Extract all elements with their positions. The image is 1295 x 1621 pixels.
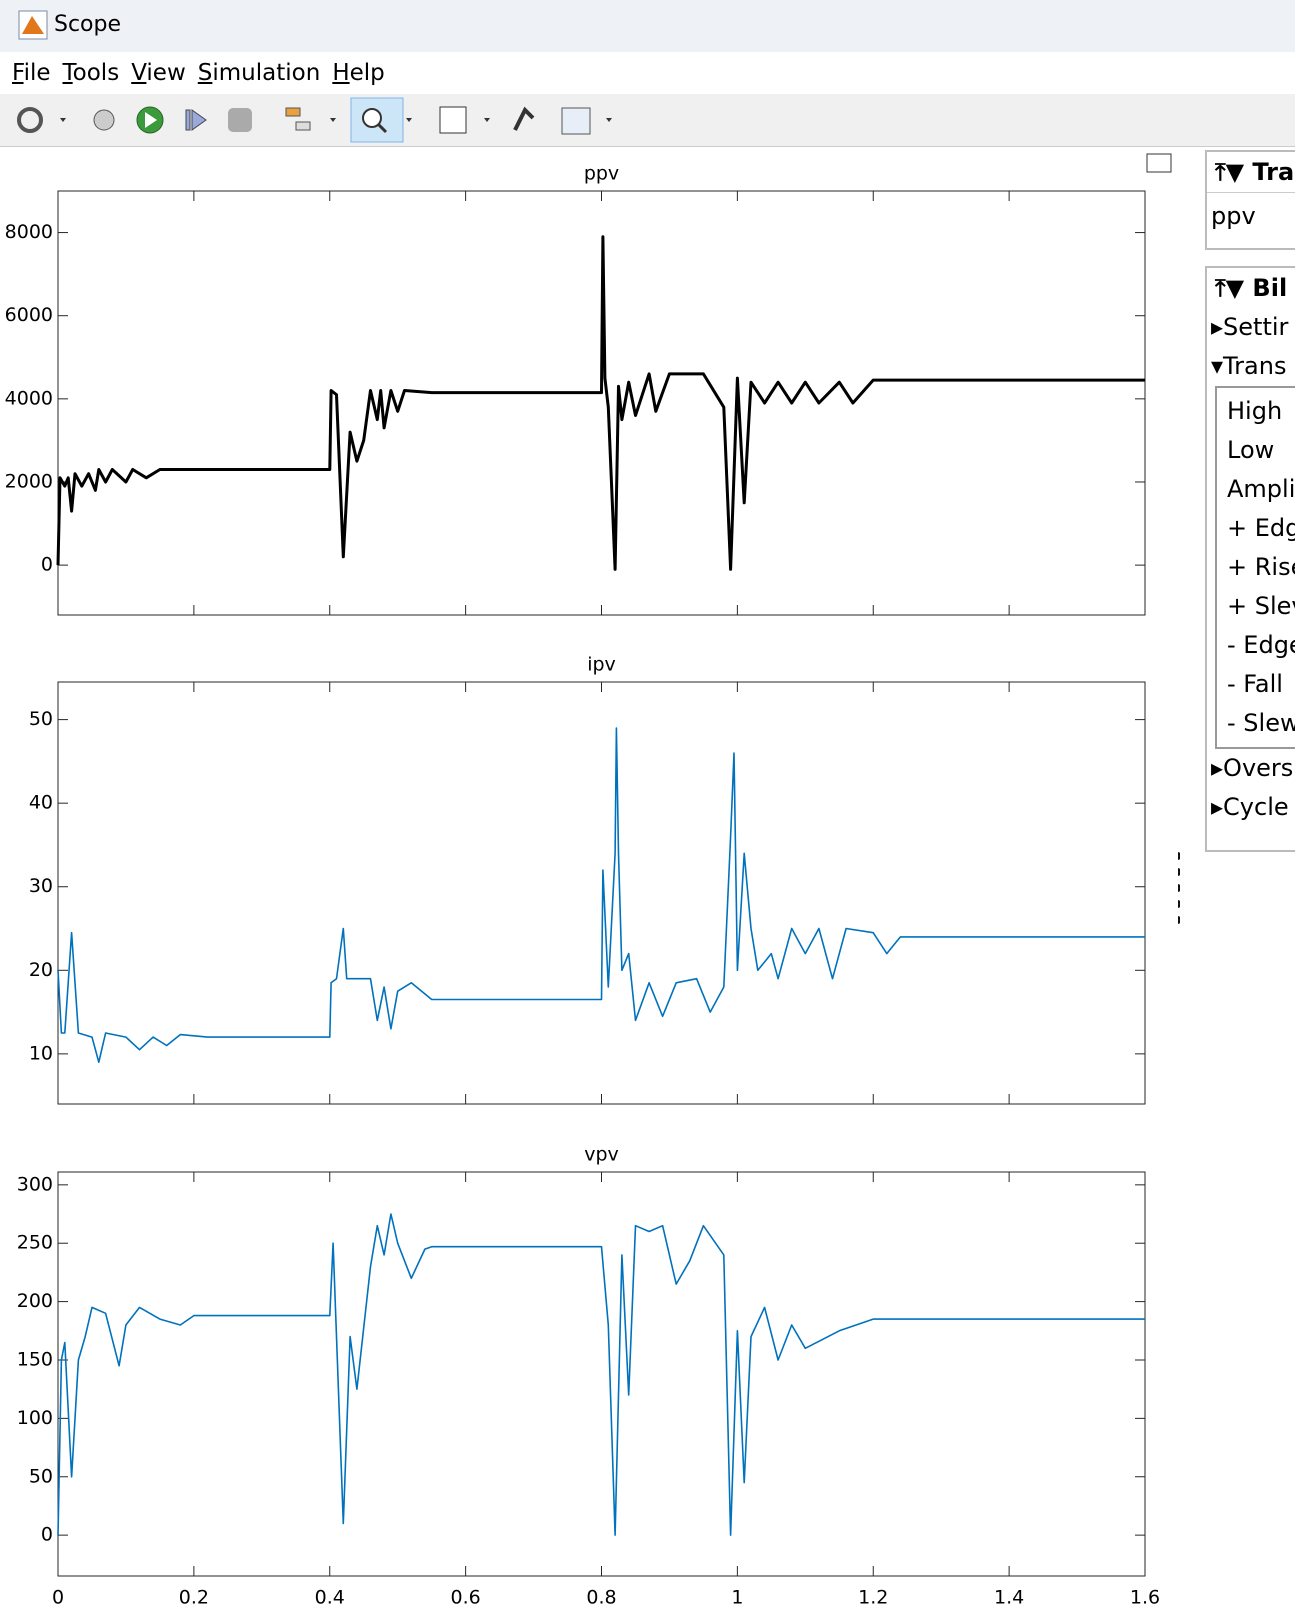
measurement-item[interactable]: Amplit	[1227, 475, 1295, 503]
measurement-item[interactable]: - Edge	[1227, 631, 1295, 659]
stop-button[interactable]	[228, 108, 252, 132]
undock-button[interactable]	[1146, 153, 1172, 173]
toolbar-icons	[17, 97, 612, 143]
measurement-item[interactable]: + Rise	[1227, 553, 1295, 581]
menu-bar: File Tools View Simulation Help	[0, 52, 1295, 94]
y-tick-label: 200	[17, 1290, 53, 1312]
y-tick-label: 20	[29, 959, 53, 981]
panel-title: ⤒▼ Bil	[1215, 274, 1288, 302]
section[interactable]: ▸Settir	[1211, 313, 1289, 341]
panel-title: ⤒▼ Tra	[1207, 152, 1295, 193]
settings-button[interactable]	[17, 107, 43, 133]
y-tick-label: 250	[17, 1232, 53, 1254]
step-back-button[interactable]	[93, 109, 115, 131]
data-line	[57, 727, 1145, 1063]
trace-signal[interactable]: ppv	[1211, 202, 1256, 230]
menu-item[interactable]: View	[131, 60, 186, 86]
x-tick-label: 0.4	[315, 1587, 345, 1609]
y-tick-label: 30	[29, 875, 53, 897]
section[interactable]: ▸Overs	[1211, 754, 1294, 782]
section-label: Overs	[1223, 754, 1294, 782]
data-line	[57, 1213, 1145, 1536]
panel-title-text: Tra	[1252, 158, 1295, 186]
title-bar: Scope	[0, 0, 1295, 52]
y-tick-label: 100	[17, 1407, 53, 1429]
y-tick-label: 10	[29, 1042, 53, 1064]
bilevel-panel: ⤒▼ Bil ▸Settir ▾Trans High Low Amplit + Edg…	[1205, 266, 1295, 852]
y-tick-label: 300	[17, 1173, 53, 1195]
y-tick-label: 6000	[5, 304, 53, 326]
measurement-item[interactable]: High	[1227, 397, 1283, 425]
toolbar	[0, 94, 1295, 147]
chart-title: vpv	[584, 1144, 619, 1166]
measurement-item[interactable]: + Edg	[1227, 514, 1295, 542]
y-tick-label: 40	[29, 792, 53, 814]
y-tick-label: 150	[17, 1348, 53, 1370]
highlight-button[interactable]	[285, 107, 301, 117]
plots: ppv02000400060008000ipv1020304050vpv0501…	[5, 153, 1180, 1609]
transitions-box: High Low Amplit + Edg + Rise + Slev - Edge - Fa…	[1215, 386, 1295, 749]
autoscale-button[interactable]	[439, 106, 467, 134]
measurement-item[interactable]: + Slev	[1227, 592, 1295, 620]
x-tick-label: 1	[731, 1587, 743, 1609]
measurement-item[interactable]: Low	[1227, 436, 1275, 464]
plot-area	[57, 1171, 1146, 1577]
menu-item[interactable]: Tools	[62, 60, 120, 86]
x-tick-label: 0	[52, 1587, 64, 1609]
measurement-item[interactable]: - Fall	[1227, 670, 1283, 698]
trace-panel: ⤒▼ Tra ppv	[1205, 150, 1295, 250]
menu-item[interactable]: Simulation	[197, 60, 321, 86]
window-title: Scope	[54, 12, 122, 37]
trigger-button[interactable]	[513, 106, 535, 131]
y-tick-label: 50	[29, 708, 53, 730]
x-tick-label: 0.2	[179, 1587, 209, 1609]
panel-collapse[interactable]	[1178, 852, 1180, 924]
x-tick-label: 1.2	[858, 1587, 888, 1609]
y-tick-label: 8000	[5, 221, 53, 243]
data-line	[56, 235, 1145, 571]
panel-title-text: Bil	[1252, 274, 1288, 302]
chart-title: ipv	[587, 654, 616, 676]
section-label: Settir	[1223, 313, 1289, 341]
x-tick-label: 1.6	[1130, 1587, 1160, 1609]
section-label: Trans	[1223, 352, 1287, 380]
measurement-item[interactable]: - Slew	[1227, 709, 1295, 737]
menu-item[interactable]: File	[12, 60, 51, 86]
x-tick-label: 0.6	[451, 1587, 481, 1609]
y-tick-label: 4000	[5, 387, 53, 409]
y-tick-label: 0	[41, 554, 53, 576]
section[interactable]: ▸Cycle	[1211, 793, 1289, 821]
section[interactable]: ▾Trans	[1211, 352, 1287, 380]
app-icon	[18, 10, 48, 40]
chart-title: ppv	[584, 163, 619, 185]
x-tick-label: 0.8	[586, 1587, 616, 1609]
step-button[interactable]	[185, 109, 207, 131]
y-tick-label: 50	[29, 1465, 53, 1487]
plot-area	[57, 681, 1146, 1105]
menu-item[interactable]: Help	[332, 60, 385, 86]
x-tick-label: 1.4	[994, 1587, 1024, 1609]
measure-button[interactable]	[561, 107, 591, 135]
y-tick-label: 0	[41, 1524, 53, 1546]
section-label: Cycle	[1223, 793, 1289, 821]
y-tick-label: 2000	[5, 470, 53, 492]
